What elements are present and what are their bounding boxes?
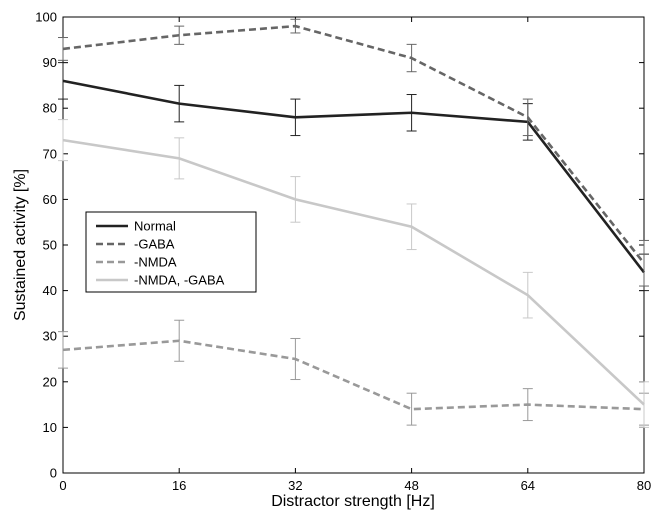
y-tick-label: 80 bbox=[43, 101, 57, 116]
x-tick-label: 32 bbox=[288, 478, 302, 493]
series-line bbox=[62, 138, 645, 406]
error-bar bbox=[174, 319, 185, 362]
error-bar bbox=[406, 203, 417, 251]
error-bar bbox=[406, 43, 417, 73]
error-bar bbox=[290, 18, 301, 34]
error-bar bbox=[174, 137, 185, 180]
legend-entry: -NMDA bbox=[134, 255, 177, 270]
x-axis-label: Distractor strength [Hz] bbox=[271, 493, 435, 510]
error-bar bbox=[290, 98, 301, 137]
error-bar bbox=[174, 25, 185, 45]
axis-ticks: 0 16 32 48 64 80 0 10 20 30 40 50 60 70 80 90 100 bbox=[35, 10, 651, 494]
error-bar bbox=[290, 176, 301, 223]
y-tick-label: 50 bbox=[43, 238, 57, 253]
x-tick-label: 80 bbox=[637, 478, 651, 493]
error-bar bbox=[639, 239, 649, 287]
error-bar bbox=[522, 98, 533, 137]
error-bar bbox=[58, 119, 68, 162]
x-tick-label: 16 bbox=[172, 478, 186, 493]
y-tick-label: 100 bbox=[35, 10, 57, 25]
error-bar bbox=[639, 381, 649, 428]
series-line bbox=[62, 79, 646, 274]
x-tick-label: 64 bbox=[521, 478, 535, 493]
error-bar bbox=[58, 331, 68, 369]
legend-entry: Normal bbox=[134, 219, 176, 234]
error-bar bbox=[406, 94, 417, 132]
x-tick-label: 0 bbox=[59, 478, 66, 493]
legend-entry: -GABA bbox=[134, 237, 175, 252]
x-tick-label: 48 bbox=[404, 478, 418, 493]
error-bar bbox=[522, 271, 533, 319]
error-bar bbox=[522, 388, 533, 422]
error-bar bbox=[290, 337, 301, 381]
y-axis-label: Sustained activity [%] bbox=[12, 169, 29, 321]
y-tick-label: 70 bbox=[43, 146, 57, 161]
legend-entry: -NMDA, -GABA bbox=[134, 273, 225, 288]
series-layer bbox=[58, 18, 649, 428]
y-tick-label: 30 bbox=[43, 329, 57, 344]
y-tick-label: 90 bbox=[43, 55, 57, 70]
error-bar bbox=[406, 392, 417, 426]
error-bar bbox=[58, 37, 68, 61]
series-line bbox=[62, 339, 645, 411]
error-bar bbox=[58, 62, 68, 100]
series-4 bbox=[58, 119, 649, 428]
y-tick-label: 0 bbox=[50, 466, 57, 481]
series-2 bbox=[58, 18, 649, 287]
y-tick-label: 60 bbox=[43, 192, 57, 207]
error-bar bbox=[174, 84, 185, 123]
y-tick-label: 40 bbox=[43, 283, 57, 298]
legend: Normal -GABA -NMDA -NMDA, -GABA bbox=[85, 211, 257, 293]
y-tick-label: 20 bbox=[43, 374, 57, 389]
y-tick-label: 10 bbox=[43, 420, 57, 435]
